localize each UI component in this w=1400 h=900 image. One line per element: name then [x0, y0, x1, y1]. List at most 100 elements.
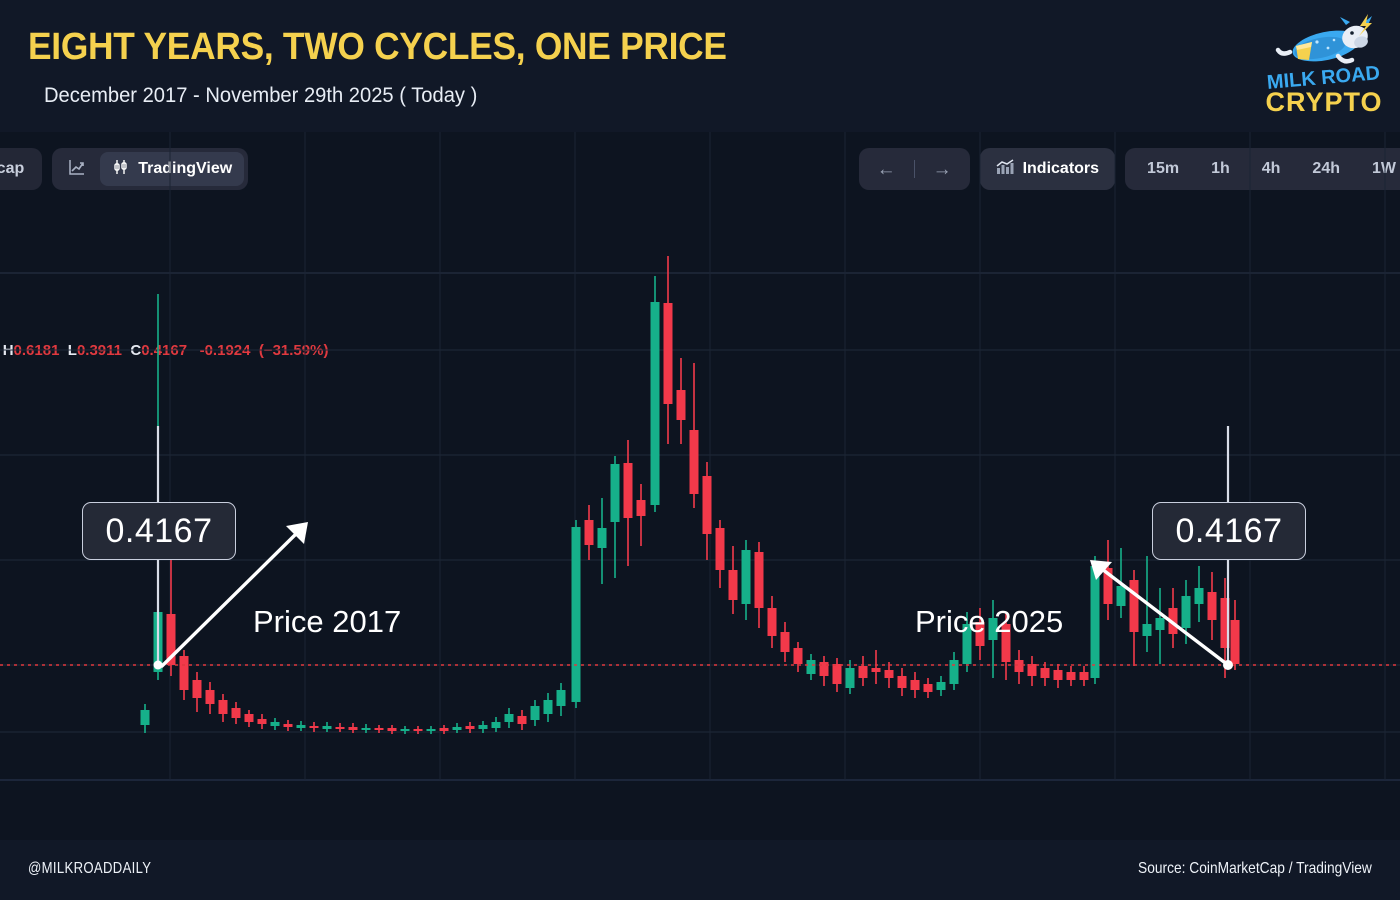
candle-body	[1230, 620, 1240, 664]
price-2017-arrow	[160, 522, 308, 668]
candle-body	[1129, 580, 1139, 632]
candle-body	[1066, 672, 1076, 680]
back-arrow-icon[interactable]: ←	[876, 158, 896, 180]
logo-line2-text: CRYPTO	[1265, 87, 1382, 117]
candle-body	[728, 570, 738, 600]
indicators-button[interactable]: Indicators	[979, 148, 1116, 190]
candle-body	[543, 700, 553, 714]
annotation-overlay	[0, 426, 1400, 670]
candle-body	[491, 722, 501, 728]
candle-body	[309, 726, 319, 728]
candle-body	[1155, 618, 1165, 630]
candle-body	[988, 618, 998, 640]
timeframe-1w[interactable]: 1W	[1372, 160, 1396, 177]
candle-body	[452, 727, 462, 730]
candle-body	[218, 700, 228, 714]
candle-body	[806, 660, 816, 674]
timeframe-1h[interactable]: 1h	[1211, 160, 1230, 177]
candle-body	[257, 719, 267, 724]
timeframe-15m[interactable]: 15m	[1147, 160, 1180, 177]
candle-body	[702, 476, 712, 534]
candle-body	[166, 614, 176, 665]
candle-body	[270, 722, 280, 726]
candle-body	[623, 463, 633, 518]
source-credit: Source: CoinMarketCap / TradingView	[1138, 860, 1372, 877]
candle-body	[1079, 672, 1089, 680]
cow-illustration	[1275, 14, 1372, 64]
nav-group: ← →	[858, 148, 970, 190]
chart-panel: et cap	[0, 132, 1400, 840]
candle-body	[1116, 586, 1126, 606]
candle-body	[767, 608, 777, 636]
line-chart-button[interactable]	[56, 152, 98, 186]
line-chart-icon	[68, 158, 86, 181]
indicators-label: Indicators	[1022, 160, 1100, 177]
candle-body	[597, 528, 607, 548]
candle-body	[923, 684, 933, 692]
candle-body	[897, 676, 907, 688]
price-2017-value-box: 0.4167	[82, 502, 236, 560]
candle-body	[636, 500, 646, 516]
candle-body	[439, 728, 449, 731]
tradingview-button[interactable]: TradingView	[100, 152, 245, 186]
candle-body	[676, 390, 686, 420]
candle-body	[689, 430, 699, 494]
candle-body	[504, 714, 514, 722]
candle-body	[348, 727, 358, 730]
forward-arrow-icon[interactable]: →	[932, 158, 952, 180]
candle-body	[335, 727, 345, 729]
candle-body	[361, 728, 371, 730]
social-handle: @MILKROADDAILY	[28, 860, 152, 877]
price-2025-arrow	[1090, 560, 1230, 667]
candle-body	[478, 725, 488, 729]
milk-road-crypto-logo: MILK ROAD CRYPTO	[1260, 12, 1388, 120]
candle-body	[741, 550, 751, 604]
page-subtitle: December 2017 - November 29th 2025 ( Tod…	[44, 84, 478, 107]
candle-body	[793, 648, 803, 664]
candle-body	[910, 680, 920, 690]
candle-body	[387, 728, 397, 731]
market-cap-button[interactable]: et cap	[0, 148, 43, 190]
candle-body	[1027, 664, 1037, 676]
candle-body	[231, 708, 241, 718]
candle-body	[1053, 670, 1063, 680]
candlestick-icon	[112, 158, 130, 181]
candle-series	[140, 256, 1240, 734]
page-title: EIGHT YEARS, TWO CYCLES, ONE PRICE	[28, 26, 727, 68]
candle-body	[140, 710, 150, 725]
candle-body	[1040, 668, 1050, 678]
candle-body	[192, 680, 202, 698]
candle-body	[374, 728, 384, 730]
candle-body	[1001, 624, 1011, 662]
chart-type-group: TradingView	[52, 148, 249, 190]
candlestick-plot	[0, 132, 1400, 840]
candle-body	[179, 656, 189, 690]
candle-body	[871, 668, 881, 672]
timeframe-24h[interactable]: 24h	[1312, 160, 1340, 177]
candle-body	[858, 666, 868, 678]
candle-body	[845, 668, 855, 688]
candle-body	[663, 303, 673, 404]
candle-body	[1207, 592, 1217, 620]
candle-body	[1220, 598, 1230, 648]
candle-body	[949, 660, 959, 684]
price-2025-value: 0.4167	[1175, 511, 1283, 550]
candle-body	[819, 662, 829, 676]
candle-body	[1181, 596, 1191, 628]
price-2025-value-box: 0.4167	[1152, 502, 1306, 560]
candle-body	[400, 729, 410, 731]
left-anchor-dot	[153, 660, 163, 670]
timeframe-group: 15m 1h 4h 24h 1W	[1125, 148, 1400, 190]
price-2017-value: 0.4167	[105, 511, 213, 550]
candle-body	[936, 682, 946, 690]
toolbar-left: et cap	[0, 148, 249, 190]
candle-body	[610, 464, 620, 522]
candle-body	[413, 729, 423, 731]
tradingview-label: TradingView	[138, 160, 233, 177]
candle-body	[1103, 568, 1113, 604]
timeframe-4h[interactable]: 4h	[1261, 160, 1281, 177]
candle-body	[1142, 624, 1152, 636]
candle-body	[975, 622, 985, 646]
candle-body	[780, 632, 790, 652]
